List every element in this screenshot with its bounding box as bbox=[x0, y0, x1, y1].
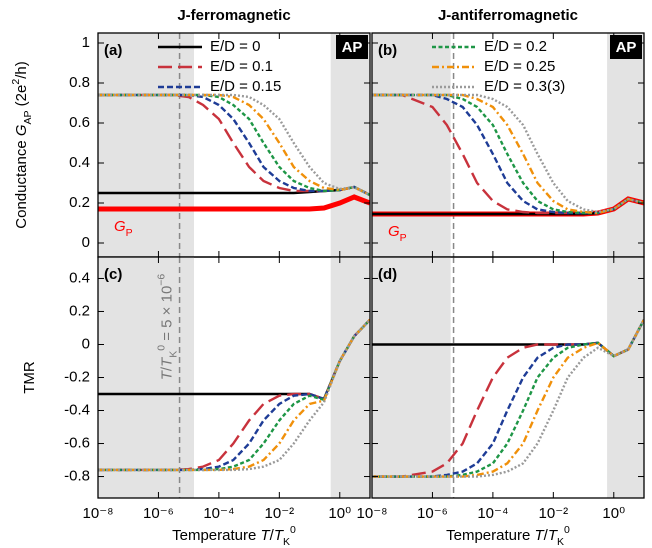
text-part: TMR bbox=[21, 361, 38, 394]
legend-label: E/D = 0.2 bbox=[484, 38, 547, 55]
text-part: 0 bbox=[564, 524, 570, 536]
x-tick-label: 10⁻⁴ bbox=[477, 505, 508, 522]
x-axis-label: Temperature T/TK0 bbox=[172, 524, 296, 548]
text-part: T bbox=[535, 527, 546, 544]
text-part: T bbox=[274, 527, 285, 544]
text-part: AP bbox=[22, 110, 34, 124]
text-part: / bbox=[270, 527, 275, 544]
text-part: T bbox=[261, 527, 272, 544]
y-tick-label: -0.2 bbox=[64, 368, 90, 385]
y-tick-label: 0.8 bbox=[69, 74, 90, 91]
legend-label: E/D = 0.25 bbox=[484, 58, 555, 75]
text-part: P bbox=[400, 232, 407, 244]
plot-area bbox=[98, 93, 370, 212]
text-part: −6 bbox=[155, 274, 167, 286]
panel-title: J-antiferromagnetic bbox=[438, 7, 578, 24]
text-part: T bbox=[159, 369, 176, 380]
shaded-region bbox=[98, 257, 194, 498]
text-part: G bbox=[114, 218, 126, 235]
text-part: T bbox=[159, 356, 176, 367]
y-tick-label: 0.4 bbox=[69, 154, 90, 171]
legend-label: E/D = 0.15 bbox=[210, 78, 281, 95]
y-tick-label: 0.4 bbox=[69, 269, 90, 286]
legend-label: E/D = 0 bbox=[210, 38, 260, 55]
y-tick-label: 1 bbox=[82, 34, 90, 51]
shaded-region bbox=[330, 257, 370, 498]
badge-box bbox=[610, 35, 642, 59]
y-axis-label: TMR bbox=[21, 361, 38, 394]
series-label: GP bbox=[388, 223, 407, 244]
text-part: Temperature bbox=[446, 527, 534, 544]
y-tick-label: -0.8 bbox=[64, 468, 90, 485]
text-part: 2 bbox=[10, 79, 22, 85]
text-part: K bbox=[283, 536, 290, 548]
x-tick-label: 10⁻⁶ bbox=[417, 505, 448, 522]
series-line bbox=[98, 93, 370, 197]
text-part: / bbox=[159, 366, 176, 371]
x-axis-label: Temperature T/TK0 bbox=[446, 524, 570, 548]
plot-area bbox=[98, 318, 370, 472]
x-tick-label: 10⁰ bbox=[328, 505, 351, 522]
shaded-region bbox=[98, 33, 194, 257]
plot-area bbox=[372, 93, 644, 217]
y-tick-label: 0.6 bbox=[69, 114, 90, 131]
shaded-region bbox=[372, 33, 451, 257]
panel-label: (b) bbox=[378, 42, 397, 59]
series-line bbox=[372, 93, 644, 214]
panel-label: (c) bbox=[104, 266, 122, 283]
y-tick-label: 0 bbox=[82, 335, 90, 352]
series-line bbox=[98, 194, 370, 212]
plot-area bbox=[372, 319, 644, 478]
badge: AP bbox=[616, 39, 637, 56]
x-tick-label: 10⁻² bbox=[265, 505, 295, 522]
series-line bbox=[98, 93, 370, 197]
panel-label: (a) bbox=[104, 42, 122, 59]
badge: AP bbox=[342, 39, 363, 56]
text-part: Temperature bbox=[172, 527, 260, 544]
text-part: K bbox=[557, 536, 564, 548]
y-tick-label: 0 bbox=[82, 234, 90, 251]
badge-box bbox=[336, 35, 368, 59]
panel-label: (d) bbox=[378, 266, 397, 283]
shaded-region bbox=[607, 257, 644, 498]
series-line bbox=[98, 318, 370, 472]
text-part: T bbox=[548, 527, 559, 544]
y-tick-label: -0.6 bbox=[64, 434, 90, 451]
x-tick-label: 10⁻⁸ bbox=[83, 505, 114, 522]
text-part: /h) bbox=[13, 61, 30, 79]
text-part: = 5 × 10 bbox=[159, 286, 176, 345]
panel-title: J-ferromagnetic bbox=[177, 7, 290, 24]
series-line bbox=[98, 93, 370, 197]
series-line bbox=[98, 93, 370, 197]
y-tick-label: 0.2 bbox=[69, 194, 90, 211]
y-tick-label: 0.2 bbox=[69, 302, 90, 319]
x-tick-label: 10⁰ bbox=[602, 505, 625, 522]
legend-label: E/D = 0.1 bbox=[210, 58, 273, 75]
x-tick-label: 10⁻² bbox=[539, 505, 569, 522]
y-axis-label: Conductance GAP (2e2/h) bbox=[10, 61, 34, 228]
series-label: GP bbox=[114, 218, 133, 239]
shaded-region bbox=[372, 257, 451, 498]
text-part: Conductance bbox=[13, 136, 30, 229]
shaded-region bbox=[607, 33, 644, 257]
x-tick-label: 10⁻⁴ bbox=[203, 505, 234, 522]
annotation: T/TK0 = 5 × 10−6 bbox=[155, 274, 179, 381]
series-line bbox=[372, 319, 644, 478]
text-part: K bbox=[167, 351, 179, 358]
shaded-region bbox=[330, 33, 370, 257]
text-part: G bbox=[388, 223, 400, 240]
series-line bbox=[98, 318, 370, 472]
text-part: (2e bbox=[13, 85, 30, 111]
text-part: / bbox=[544, 527, 549, 544]
text-part: G bbox=[13, 124, 30, 136]
series-line bbox=[372, 319, 644, 478]
text-part: 0 bbox=[290, 524, 296, 536]
y-tick-label: -0.4 bbox=[64, 401, 90, 418]
x-tick-label: 10⁻⁶ bbox=[143, 505, 174, 522]
legend-label: E/D = 0.3(3) bbox=[484, 78, 565, 95]
text-part: 0 bbox=[155, 345, 167, 351]
text-part: P bbox=[126, 227, 133, 239]
x-tick-label: 10⁻⁸ bbox=[357, 505, 388, 522]
